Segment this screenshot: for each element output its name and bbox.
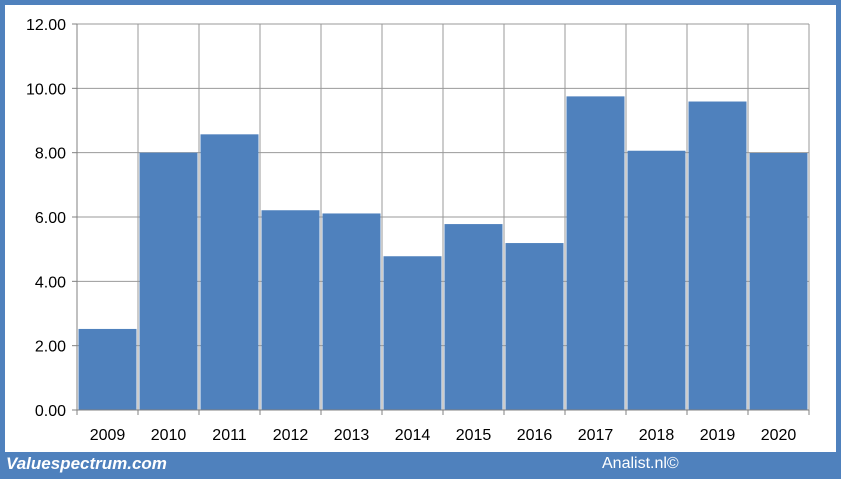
x-tick-label: 2014 <box>395 427 431 444</box>
bar-2015 <box>444 224 503 410</box>
y-tick-label: 8.00 <box>35 146 66 163</box>
bar-2016 <box>505 243 564 410</box>
x-tick-label: 2016 <box>517 427 553 444</box>
y-tick-label: 2.00 <box>35 339 66 356</box>
y-tick-label: 6.00 <box>35 210 66 227</box>
bar-2010 <box>139 152 198 410</box>
bar-2011 <box>200 134 259 410</box>
x-tick-label: 2012 <box>273 427 309 444</box>
x-tick-label: 2013 <box>334 427 370 444</box>
y-tick-label: 10.00 <box>26 81 66 98</box>
x-tick-label: 2015 <box>456 427 492 444</box>
source-watermark-left: Valuespectrum.com <box>6 454 167 473</box>
x-tick-label: 2010 <box>151 427 187 444</box>
bar-2012 <box>261 210 320 410</box>
y-tick-label: 0.00 <box>35 403 66 420</box>
bar-2009 <box>78 328 137 410</box>
bar-2020 <box>749 152 808 410</box>
bar-2019 <box>688 101 747 410</box>
bar-2017 <box>566 96 625 410</box>
y-tick-label: 4.00 <box>35 274 66 291</box>
x-tick-label: 2020 <box>761 427 797 444</box>
bar-2013 <box>322 213 381 410</box>
y-tick-label: 12.00 <box>26 17 66 34</box>
x-tick-label: 2017 <box>578 427 614 444</box>
bar-2018 <box>627 150 686 410</box>
bar-2014 <box>383 256 442 410</box>
x-tick-label: 2019 <box>700 427 736 444</box>
x-tick-label: 2011 <box>212 427 247 444</box>
source-watermark-right: Analist.nl© <box>602 455 679 472</box>
x-tick-label: 2018 <box>639 427 675 444</box>
x-tick-label: 2009 <box>90 427 126 444</box>
